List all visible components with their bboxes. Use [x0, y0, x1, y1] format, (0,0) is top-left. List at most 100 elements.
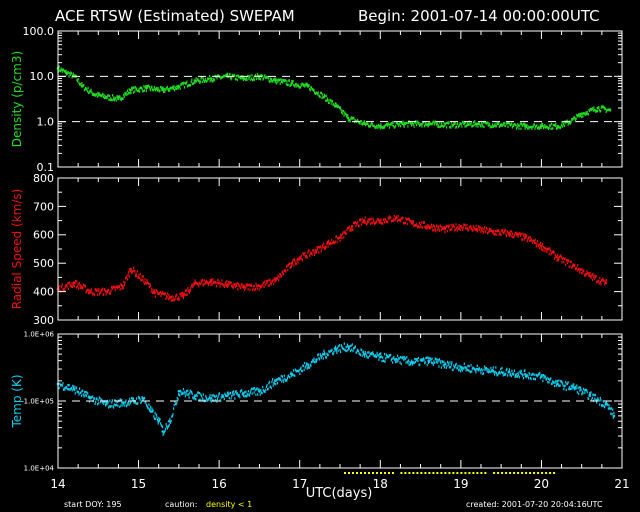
caution-bar	[344, 472, 556, 474]
caution-mark	[517, 472, 520, 474]
caution-mark	[360, 472, 362, 474]
x-tick-label: 15	[131, 477, 146, 491]
y-tick-label: 1.0	[37, 116, 55, 129]
x-tick-label: 20	[534, 477, 549, 491]
speed-points	[56, 214, 608, 302]
caution-label: caution:	[165, 500, 197, 509]
caution-mark	[420, 472, 423, 474]
y-tick-label: 1.0E+04	[24, 464, 55, 472]
caution-mark	[472, 472, 475, 474]
caution-mark	[448, 472, 451, 474]
caution-mark	[464, 472, 467, 474]
caution-mark	[452, 472, 455, 474]
data-point	[540, 244, 543, 248]
density-points	[56, 65, 612, 131]
speed-frame	[57, 177, 623, 321]
x-tick-label: 14	[50, 477, 65, 491]
data-trace	[58, 214, 608, 302]
caution-mark	[501, 472, 504, 474]
caution-mark	[541, 472, 544, 474]
caution-mark	[400, 472, 403, 474]
begin-time: Begin: 2001-07-14 00:00:00UTC	[358, 7, 600, 25]
caution-mark	[364, 472, 366, 474]
y-tick-label: 400	[33, 285, 54, 298]
caution-mark	[424, 472, 427, 474]
caution-mark	[348, 472, 350, 474]
caution-mark	[384, 472, 386, 474]
caution-mark	[533, 472, 536, 474]
y-tick-label: 10.0	[30, 70, 55, 83]
created-time: created: 2001-07-20 20:04:16UTC	[466, 500, 603, 509]
x-axis-ticks: 14 15 16 17 18 19 20 21	[50, 31, 630, 491]
y-tick-label: 500	[33, 257, 54, 270]
x-axis-label: UTC(days)	[306, 486, 373, 501]
caution-mark	[412, 472, 415, 474]
caution-mark	[408, 472, 411, 474]
density-frame	[57, 30, 623, 168]
caution-mark	[497, 472, 500, 474]
caution-mark	[480, 472, 483, 474]
caution-mark	[456, 472, 459, 474]
caution-mark	[352, 472, 354, 474]
caution-mark	[392, 472, 394, 474]
caution-mark	[428, 472, 431, 474]
caution-mark	[376, 472, 378, 474]
caution-mark	[468, 472, 471, 474]
caution-mark	[344, 472, 346, 474]
data-point	[117, 97, 120, 101]
caution-mark	[436, 472, 439, 474]
y-tick-label: 1.0E+06	[24, 330, 55, 338]
caution-mark	[416, 472, 419, 474]
caution-mark	[521, 472, 524, 474]
caution-mark	[525, 472, 528, 474]
start-doy: start DOY: 195	[64, 500, 122, 509]
caution-mark	[509, 472, 512, 474]
data-point	[177, 389, 181, 393]
x-tick-label: 17	[292, 477, 307, 491]
temp-panel: 1.0E+06 1.0E+05 1.0E+04 Temp (K)	[10, 330, 623, 472]
y-tick-label: 1.0E+05	[24, 397, 54, 405]
speed-y-label: Radial Speed (km/s)	[10, 189, 24, 310]
caution-mark	[356, 472, 358, 474]
data-point	[161, 430, 164, 433]
temp-y-label: Temp (K)	[10, 374, 24, 428]
y-tick-label: 300	[33, 314, 54, 327]
y-tick-label: 700	[33, 200, 54, 213]
caution-mark	[372, 472, 374, 474]
temp-points	[56, 342, 616, 436]
caution-mark	[493, 472, 496, 474]
caution-mark	[404, 472, 407, 474]
speed-y-ticks: 800 700 600 500 400 300	[33, 172, 622, 327]
data-point	[167, 419, 171, 423]
y-tick-label: 800	[33, 172, 54, 185]
caution-mark	[460, 472, 463, 474]
caution-mark	[537, 472, 540, 474]
density-y-label: Density (p/cm3)	[10, 51, 24, 147]
y-tick-label: 600	[33, 229, 54, 242]
data-trace	[58, 65, 612, 131]
density-y-ticks: 100.0 10.0 1.0 0.1	[23, 25, 622, 174]
speed-panel: 800 700 600 500 400 300 Radial Speed (km/s)	[10, 172, 623, 327]
caution-mark	[505, 472, 508, 474]
caution-mark	[440, 472, 443, 474]
data-point	[209, 396, 213, 400]
y-tick-label: 100.0	[23, 25, 55, 38]
caution-mark	[549, 472, 552, 474]
caution-mark	[368, 472, 370, 474]
data-trace	[58, 342, 616, 436]
caution-mark	[553, 472, 556, 474]
plot-title: ACE RTSW (Estimated) SWEPAM	[55, 7, 295, 25]
data-point	[181, 294, 185, 298]
caution-mark	[388, 472, 390, 474]
x-tick-label: 18	[373, 477, 388, 491]
caution-mark	[432, 472, 435, 474]
caution-mark	[444, 472, 447, 474]
caution-mark	[476, 472, 479, 474]
caution-mark	[380, 472, 382, 474]
x-tick-label: 16	[212, 477, 227, 491]
caution-mark	[513, 472, 516, 474]
caution-mark	[545, 472, 548, 474]
caution-value: density < 1	[206, 500, 252, 509]
y-tick-label: 0.1	[37, 161, 55, 174]
